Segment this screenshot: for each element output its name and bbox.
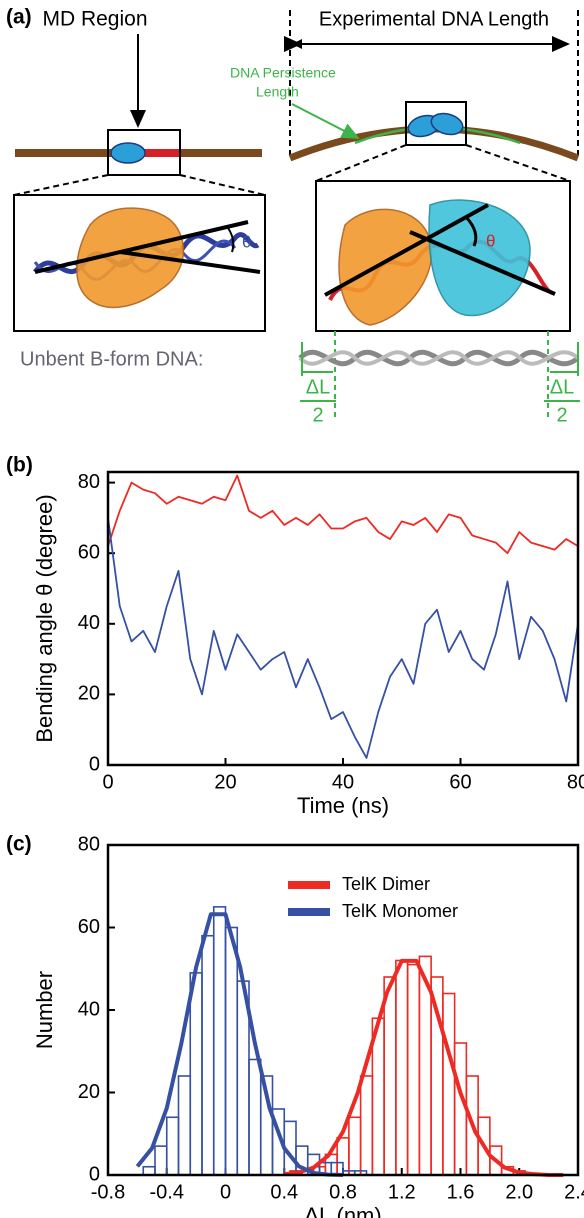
axis-line [34, 220, 249, 274]
x-tick-label: 1.6 [447, 1181, 475, 1203]
experimental-length-label: Experimental DNA Length [319, 8, 549, 30]
panel-label: (a) [6, 6, 32, 29]
persistence-label: Length [256, 84, 299, 100]
legend-label: TelK Dimer [342, 874, 430, 894]
x-tick-label: 0 [102, 771, 113, 793]
zoom-line [465, 144, 571, 182]
axis-line [119, 250, 261, 274]
x-tick-label: 1.2 [388, 1181, 416, 1203]
y-tick-label: 0 [89, 753, 100, 775]
y-tick-label: 60 [78, 916, 100, 938]
y-axis-label: Number [32, 971, 57, 1049]
panel-label: (b) [6, 454, 33, 477]
histogram-bar [224, 926, 239, 1176]
persistence-label: DNA Persistence [230, 65, 336, 81]
x-tick-label: 20 [214, 771, 236, 793]
histogram-bar [359, 1075, 374, 1176]
unbent-dna-label: Unbent B-form DNA: [20, 348, 203, 370]
theta-label: θ [242, 232, 251, 251]
protein-structure [76, 207, 185, 309]
angle-arc [464, 215, 478, 247]
unbent-helix [298, 350, 580, 366]
x-tick-label: 40 [332, 771, 354, 793]
fraction-denominator: 2 [312, 404, 323, 426]
histogram-bar [248, 1058, 262, 1176]
plot-frame [106, 843, 580, 1177]
histogram-bar [177, 1075, 192, 1176]
series-line [107, 517, 579, 759]
y-axis-label: Bending angle θ (degree) [32, 494, 57, 742]
histogram-bar [348, 1116, 362, 1176]
x-axis-label: ΔL (nm) [304, 1203, 381, 1218]
fit-curve [284, 958, 564, 1177]
y-tick-label: 80 [78, 833, 100, 855]
x-tick-label: 2.0 [505, 1181, 533, 1203]
md-segment [140, 149, 180, 157]
fraction-numerator: ΔL [306, 376, 330, 398]
y-tick-label: 20 [78, 683, 100, 705]
md-region-label: MD Region [42, 8, 147, 31]
histogram-bar [165, 1116, 180, 1176]
arrow-head [292, 39, 302, 49]
fit-curve [135, 912, 344, 1177]
y-tick-label: 20 [78, 1081, 100, 1103]
histogram-bar [442, 992, 456, 1176]
x-tick-label: -0.4 [150, 1181, 184, 1203]
fraction-denominator: 2 [556, 404, 567, 426]
legend-label: TelK Monomer [342, 901, 458, 921]
theta-label: θ [486, 231, 495, 250]
zoom-line [13, 174, 109, 196]
histogram-bar [383, 976, 397, 1176]
x-tick-label: 80 [567, 771, 584, 793]
zoom-line [315, 144, 407, 182]
x-tick-label: 0.8 [329, 1181, 357, 1203]
bent-dna [288, 125, 580, 162]
fraction-numerator: ΔL [550, 376, 574, 398]
x-tick-label: 0 [220, 1181, 231, 1203]
x-tick-label: 60 [449, 771, 471, 793]
y-tick-label: 40 [78, 612, 100, 634]
histogram-bar [154, 1145, 168, 1176]
zoom-box [107, 129, 181, 176]
series-line [107, 474, 579, 555]
histogram-bar [406, 963, 421, 1176]
axis-line [324, 203, 489, 297]
histogram-bar [189, 972, 203, 1176]
axis-line [409, 230, 556, 296]
x-tick-label: 2.4 [564, 1181, 584, 1203]
y-tick-label: 60 [78, 541, 100, 563]
x-axis-label: Time (ns) [297, 793, 389, 818]
y-tick-label: 80 [78, 471, 100, 493]
protein [430, 112, 464, 136]
y-tick-label: 0 [89, 1163, 100, 1185]
arrow [291, 103, 360, 139]
protein-structure [428, 199, 531, 317]
histogram-bar [201, 934, 215, 1176]
histogram-bar [212, 906, 227, 1176]
unbent-helix [298, 349, 580, 367]
angle-arc [227, 227, 235, 253]
protein-structure [338, 208, 433, 326]
panel-label: (c) [6, 833, 32, 856]
zoom-box [405, 101, 467, 146]
y-tick-label: 40 [78, 998, 100, 1020]
x-tick-label: -0.8 [91, 1181, 125, 1203]
zoom-line [179, 174, 266, 196]
x-tick-label: 0.4 [270, 1181, 298, 1203]
protein [110, 142, 146, 164]
histogram-bar [395, 959, 409, 1176]
plot-frame [106, 470, 580, 767]
